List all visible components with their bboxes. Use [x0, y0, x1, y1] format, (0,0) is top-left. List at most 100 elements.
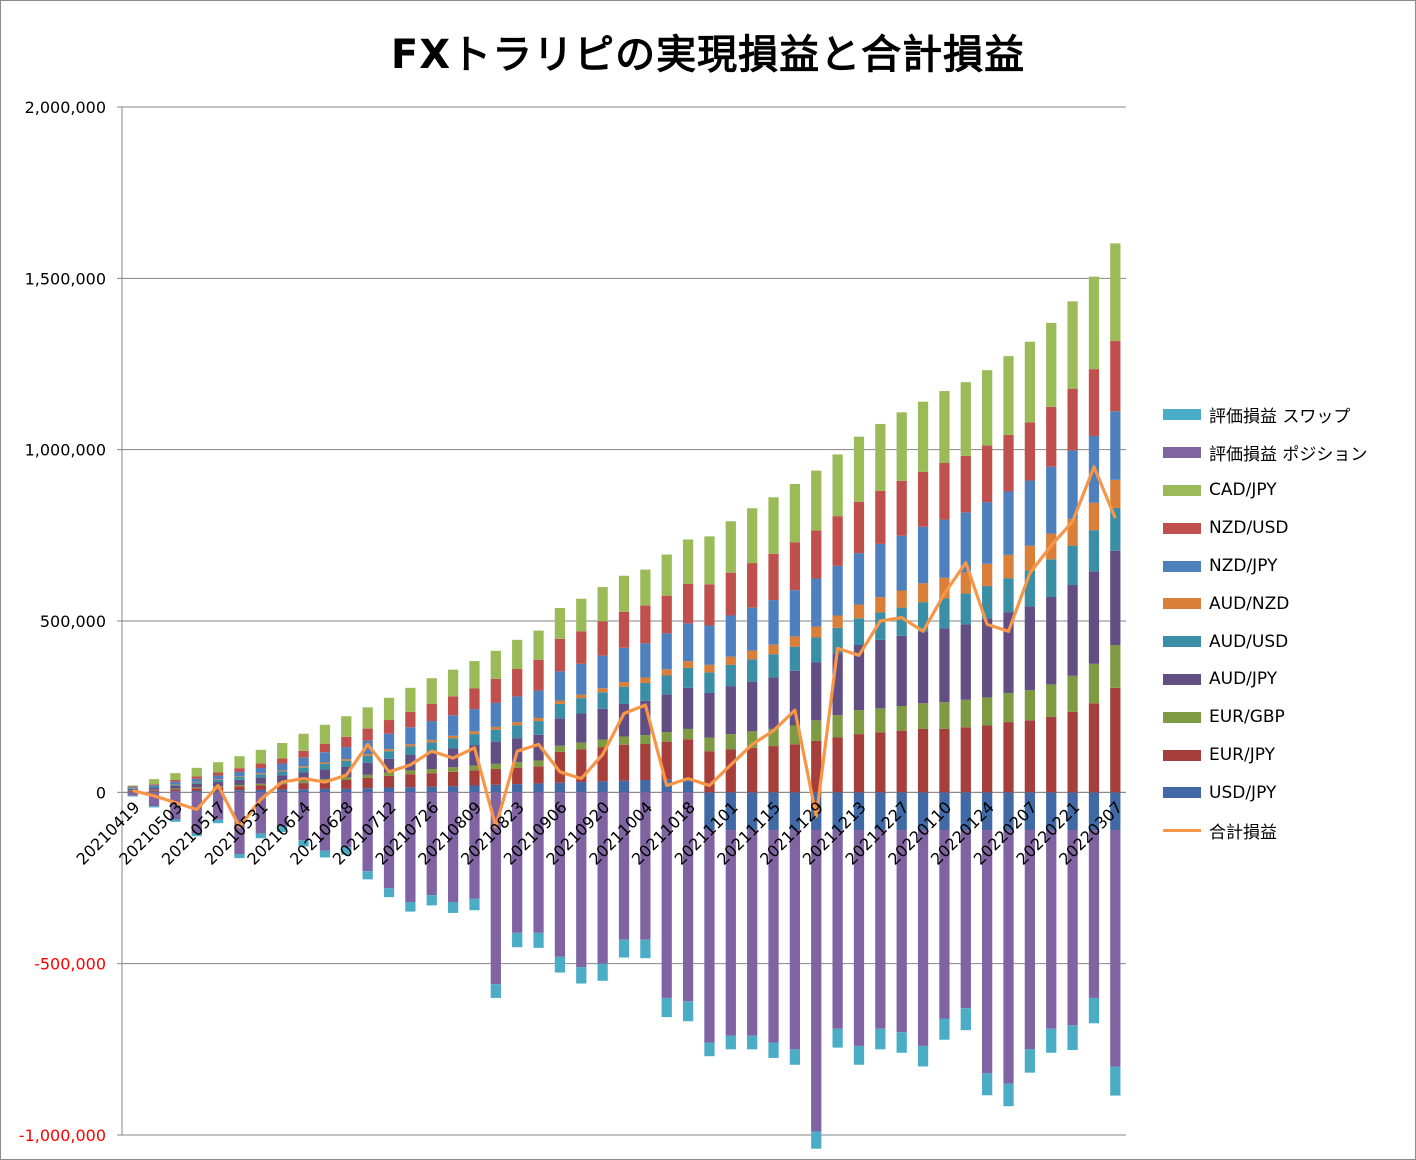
legend-swatch [1163, 787, 1201, 799]
bar-segment [618, 939, 630, 958]
bar-segment [939, 598, 950, 629]
bar-segment [191, 781, 202, 783]
bar-segment [640, 700, 651, 736]
bar-segment [811, 530, 822, 579]
bar-segment [875, 423, 886, 491]
bar-segment [490, 784, 501, 793]
bar-segment [127, 785, 138, 787]
legend-label: 評価損益 ポジション [1209, 445, 1368, 466]
bar-segment [148, 792, 160, 807]
legend-label: AUD/NZD [1209, 593, 1290, 614]
bar-segment [298, 750, 309, 758]
bar-segment [789, 744, 801, 793]
bar-segment [1003, 356, 1014, 435]
bar-segment [1003, 554, 1014, 579]
bar-segment [1110, 1066, 1121, 1096]
bar-segment [960, 727, 971, 793]
bar-segment [234, 790, 245, 793]
legend-item: AUD/NZD [1163, 585, 1408, 623]
bar-segment [255, 785, 266, 790]
bar-segment [405, 754, 416, 771]
bar-segment [725, 656, 736, 665]
bar-segment [1024, 545, 1035, 571]
bar-segment [917, 728, 929, 793]
legend-label: 合計損益 [1209, 823, 1277, 844]
bar-segment [533, 734, 544, 761]
bar-segment [383, 720, 395, 734]
bar-segment [490, 763, 501, 770]
bar-segment [512, 767, 523, 785]
bar-segment [1046, 1028, 1057, 1053]
bar-segment [191, 783, 202, 788]
bar-segment [789, 542, 801, 591]
bar-segment [1003, 722, 1014, 793]
bar-segment [533, 792, 544, 933]
bar-segment [255, 774, 266, 778]
bar-segment [768, 1042, 779, 1058]
bar-segment [426, 739, 437, 743]
bar-segment [789, 636, 801, 647]
legend-label: AUD/USD [1209, 631, 1289, 652]
bar-segment [469, 745, 480, 766]
bar-segment [939, 830, 950, 1019]
bar-segment [298, 792, 309, 841]
bar-segment [490, 726, 501, 730]
bar-segment [875, 543, 886, 598]
bar-segment [789, 830, 801, 1050]
bar-segment [789, 590, 801, 637]
bar-segment [533, 760, 544, 767]
bar-segment [789, 483, 801, 543]
bar-segment [383, 792, 395, 889]
bar-segment [490, 650, 501, 679]
bar-segment [597, 655, 608, 689]
bar-segment [704, 664, 715, 673]
bar-segment [875, 639, 886, 709]
bar-segment [554, 792, 566, 957]
bar-segment [768, 746, 779, 793]
bar-segment [853, 501, 865, 554]
bar-segment [341, 747, 352, 760]
bar-segment [405, 774, 416, 788]
bar-segment [747, 659, 758, 682]
bar-segment [148, 785, 160, 788]
bar-segment [576, 631, 587, 664]
bar-segment [255, 777, 266, 784]
bar-segment [170, 784, 181, 786]
bar-segment [576, 967, 587, 984]
bar-segment [170, 779, 181, 782]
bar-segment [1024, 480, 1035, 546]
bar-segment [917, 631, 929, 704]
bar-segment [896, 607, 907, 636]
bar-segment [191, 787, 202, 789]
bar-segment [319, 762, 331, 764]
bar-segment [341, 759, 352, 761]
y-tick-label: 500,000 [40, 612, 106, 631]
bar-segment [896, 830, 907, 1033]
bar-segment [191, 788, 202, 791]
bar-segment [576, 782, 587, 793]
bar-segment [1024, 570, 1035, 607]
bar-segment [832, 565, 843, 616]
bar-segment [127, 792, 138, 796]
total-pnl-line [132, 465, 1117, 829]
bar-segment [1110, 830, 1121, 1067]
legend-swatch [1163, 484, 1201, 496]
bar-segment [982, 792, 993, 831]
bar-segment [875, 1028, 886, 1050]
bar-segment [533, 932, 544, 948]
bar-segment [982, 618, 993, 698]
bar-segment [319, 792, 331, 851]
bar-segment [768, 792, 779, 831]
bar-segment [512, 639, 523, 669]
bar-segment [917, 583, 929, 603]
bar-segment [618, 575, 630, 612]
bar-segment [191, 776, 202, 779]
bar-segment [1067, 830, 1078, 1026]
bar-segment [832, 615, 843, 628]
bar-segment [447, 696, 459, 716]
bar-segment [661, 595, 672, 634]
bar-segment [682, 778, 694, 793]
bar-segment [362, 792, 373, 872]
y-tick-label: -1,000,000 [19, 1126, 106, 1145]
